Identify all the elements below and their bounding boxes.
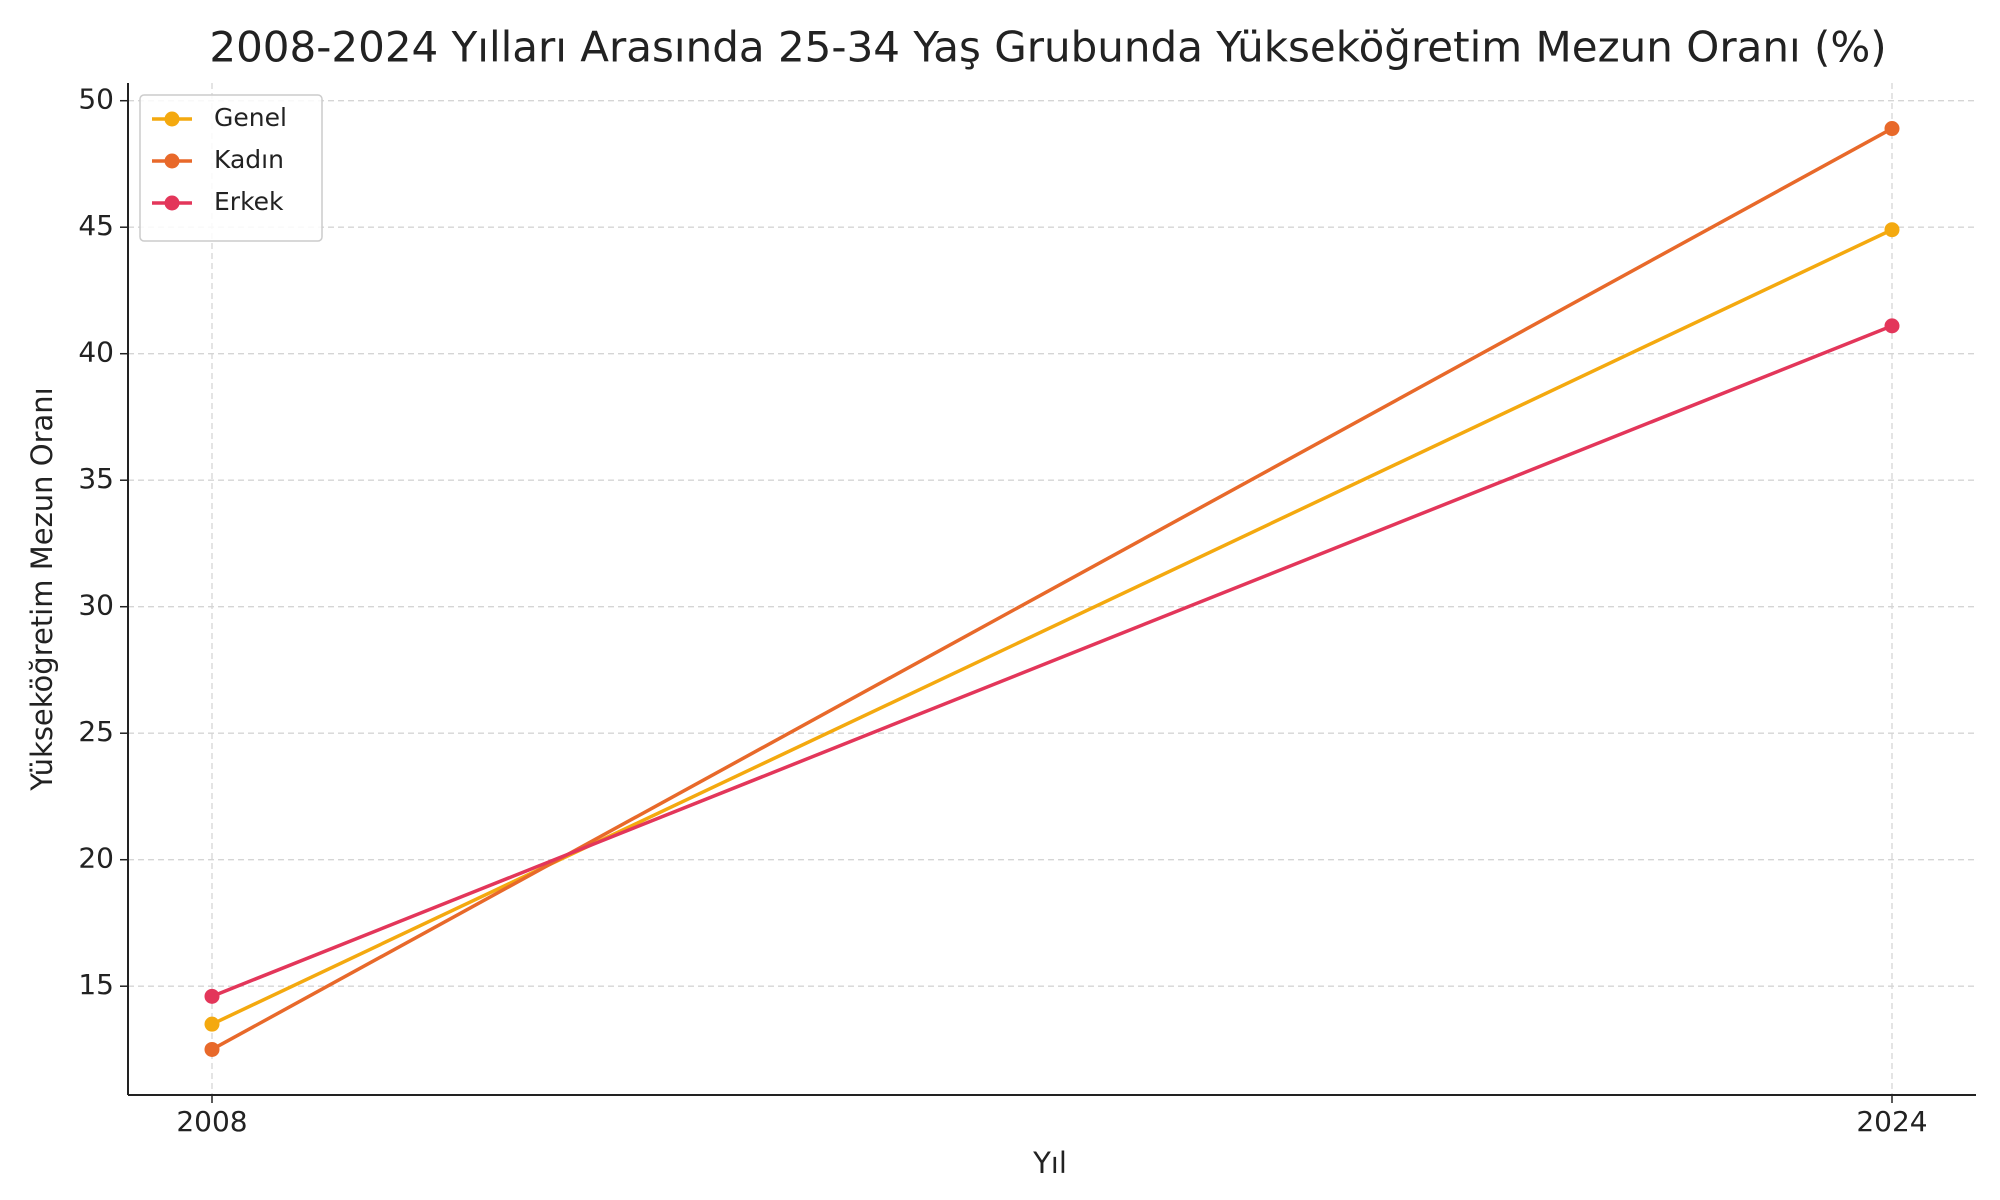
data-point: [204, 1016, 220, 1032]
data-point: [1884, 121, 1900, 137]
y-tick-label: 15: [78, 968, 114, 1001]
chart-title: 2008-2024 Yılları Arasında 25-34 Yaş Gru…: [209, 23, 1886, 72]
y-tick-label: 45: [78, 209, 114, 242]
data-point: [204, 988, 220, 1004]
series-line: [211, 324, 1893, 998]
series-line: [211, 127, 1893, 1051]
y-tick-label: 50: [78, 83, 114, 116]
data-point: [204, 1041, 220, 1057]
y-tick-label: 35: [78, 462, 114, 495]
y-tick-label: 25: [78, 715, 114, 748]
legend-marker: [164, 111, 180, 127]
x-tick-label: 2024: [1856, 1105, 1927, 1138]
y-tick-label: 40: [78, 336, 114, 369]
series-line: [211, 228, 1893, 1026]
legend-marker: [164, 195, 180, 211]
legend-label: Kadın: [214, 145, 284, 174]
data-point: [1884, 222, 1900, 238]
y-axis-label: Yükseköğretim Mezun Oranı: [25, 387, 59, 791]
legend-label: Genel: [214, 103, 287, 132]
x-axis-label: Yıl: [1032, 1146, 1067, 1180]
y-tick-label: 30: [78, 589, 114, 622]
y-tick-label: 20: [78, 842, 114, 875]
legend-marker: [164, 153, 180, 169]
data-point: [1884, 318, 1900, 334]
x-tick-label: 2008: [176, 1105, 247, 1138]
legend-label: Erkek: [214, 187, 284, 216]
